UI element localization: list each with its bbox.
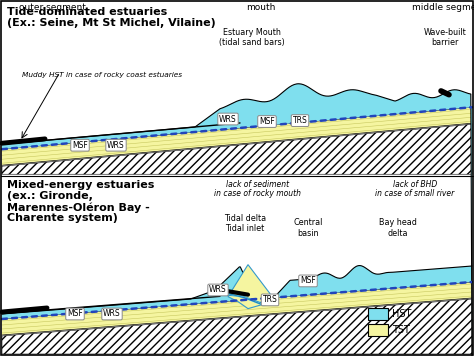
Text: in case of rocky mouth: in case of rocky mouth [215,189,301,198]
Polygon shape [2,84,472,356]
Bar [368,324,388,336]
Text: Tide-dominated estuaries: Tide-dominated estuaries [7,7,167,17]
Text: lack of sediment: lack of sediment [227,180,290,189]
Bar [368,308,388,320]
Text: Muddy HST in case of rocky coast estuaries: Muddy HST in case of rocky coast estuari… [22,72,182,78]
Text: WRS: WRS [209,286,227,294]
Text: Mixed-energy estuaries: Mixed-energy estuaries [7,180,155,190]
Text: Estuary Mouth
(tidal sand bars): Estuary Mouth (tidal sand bars) [219,28,285,47]
Text: (Ex.: Seine, Mt St Michel, Vilaine): (Ex.: Seine, Mt St Michel, Vilaine) [7,18,216,28]
Text: HST: HST [392,309,411,319]
Polygon shape [228,265,270,309]
Polygon shape [2,107,472,165]
Text: WRS: WRS [107,141,125,150]
Text: lack of BHD: lack of BHD [393,180,437,189]
Text: Marennes-Oléron Bay -: Marennes-Oléron Bay - [7,202,150,213]
Text: WRS: WRS [103,309,121,319]
Text: TST: TST [392,325,410,335]
Text: Bay head
delta: Bay head delta [379,218,417,237]
Text: TRS: TRS [292,116,307,125]
Text: Charente system): Charente system) [7,213,118,223]
Text: middle segment: middle segment [412,3,474,12]
Polygon shape [2,266,472,319]
Polygon shape [2,282,472,335]
Text: MSF: MSF [67,309,83,319]
Text: Wave-built
barrier: Wave-built barrier [424,28,466,47]
Text: outer segment: outer segment [19,3,86,12]
Text: Central
basin: Central basin [293,218,323,237]
Polygon shape [2,124,472,174]
Text: MSF: MSF [300,276,316,286]
Polygon shape [2,299,472,354]
Text: mouth: mouth [246,3,276,12]
Text: TRS: TRS [263,295,277,304]
Text: MSF: MSF [72,141,88,150]
Text: Tidal inlet: Tidal inlet [225,224,264,233]
Text: (ex.: Gironde,: (ex.: Gironde, [7,191,93,201]
Text: Tidal delta: Tidal delta [224,214,266,223]
Text: in case of small river: in case of small river [375,189,455,198]
Text: MSF: MSF [259,117,275,126]
Text: WRS: WRS [219,115,237,124]
